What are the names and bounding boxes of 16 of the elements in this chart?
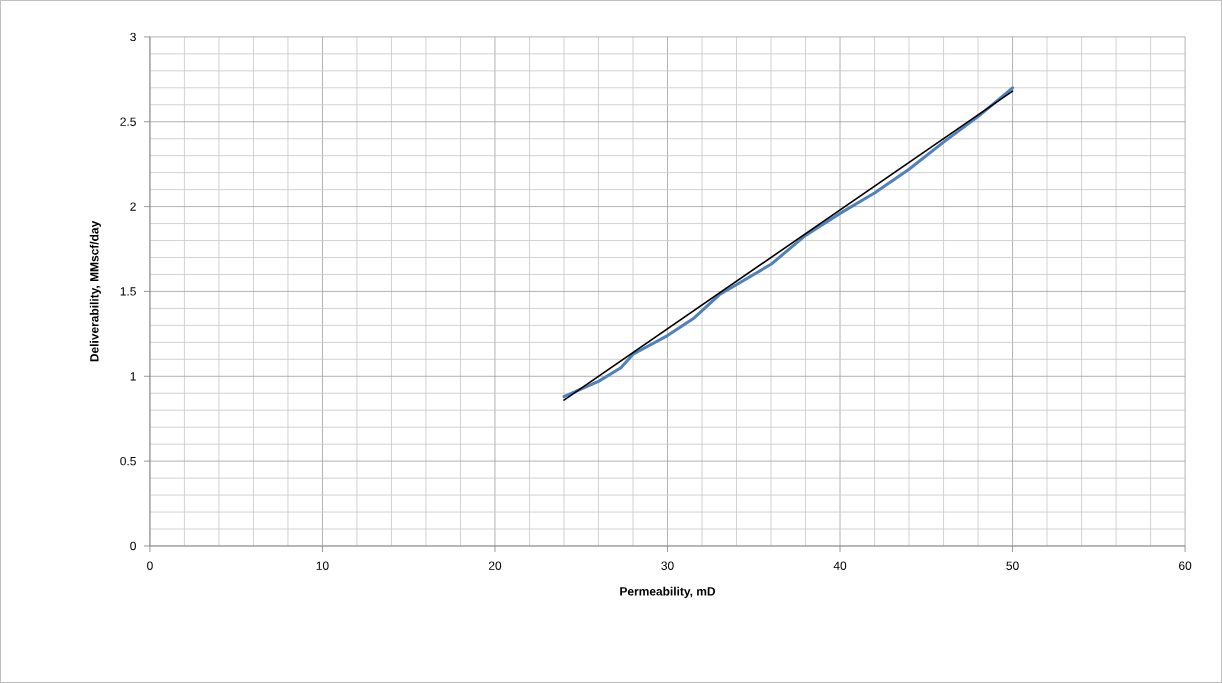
- y-tick-label: 1: [130, 372, 136, 381]
- x-tick-label: 20: [488, 561, 502, 571]
- y-axis-title: Deliverability, MMscf/day: [89, 220, 101, 362]
- x-tick-label: 30: [661, 561, 674, 571]
- y-tick-label: 1.5: [120, 287, 136, 296]
- x-tick-label: 0: [147, 561, 153, 571]
- y-tick-label: 0: [130, 541, 136, 551]
- y-tick-label: 3: [130, 32, 136, 42]
- x-tick-label: 50: [1006, 561, 1019, 571]
- y-tick-label: 2.5: [120, 117, 136, 127]
- x-axis-title: Permeability, mD: [620, 586, 716, 599]
- x-tick-label: 60: [1179, 561, 1192, 571]
- x-tick-label: 10: [316, 561, 329, 571]
- y-tick-label: 0.5: [120, 456, 136, 466]
- x-tick-label: 40: [833, 561, 847, 571]
- y-tick-label: 2: [130, 202, 136, 211]
